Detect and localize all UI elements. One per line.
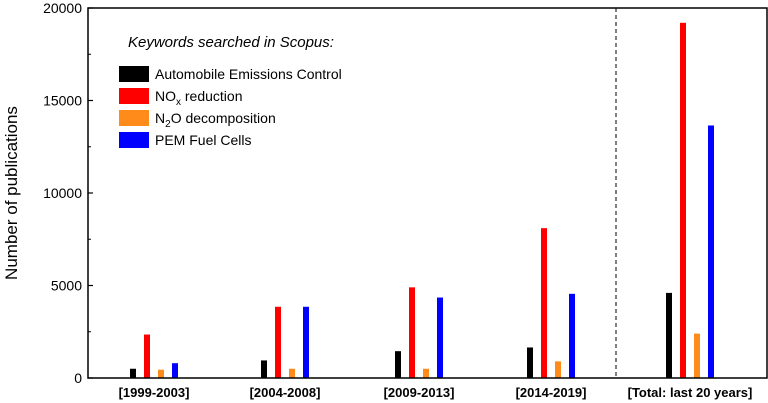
y-tick-label: 0 xyxy=(74,370,82,386)
bar xyxy=(437,297,443,378)
legend-swatch xyxy=(119,132,149,148)
x-tick-label: [Total: last 20 years] xyxy=(628,385,753,400)
bar xyxy=(666,292,672,378)
bar xyxy=(708,125,714,378)
y-axis-title: Number of publications xyxy=(2,106,21,280)
legend: Keywords searched in Scopus: Automobile E… xyxy=(119,34,342,148)
legend-swatch xyxy=(119,110,149,126)
legend-swatch xyxy=(119,66,149,82)
bars-group xyxy=(130,22,714,379)
y-tick-label: 15000 xyxy=(43,93,82,109)
bar xyxy=(172,363,178,378)
y-tick-label: 20000 xyxy=(43,0,82,16)
bar xyxy=(303,306,309,378)
legend-label: N2O decomposition xyxy=(155,110,276,130)
x-tick-label: [2004-2008] xyxy=(250,385,321,400)
y-tick-label: 5000 xyxy=(51,278,82,294)
y-tick-label: 10000 xyxy=(43,185,82,201)
legend-title: Keywords searched in Scopus: xyxy=(128,34,334,51)
legend-label: Automobile Emissions Control xyxy=(155,66,342,82)
bar xyxy=(275,306,281,378)
bar xyxy=(130,368,136,378)
x-tick-label: [2014-2019] xyxy=(516,385,587,400)
x-tick-label: [2009-2013] xyxy=(384,385,455,400)
legend-swatch xyxy=(119,88,149,104)
bar xyxy=(395,351,401,378)
bar xyxy=(527,347,533,378)
x-tick-label: [1999-2003] xyxy=(119,385,190,400)
bar xyxy=(423,368,429,378)
plot-frame xyxy=(87,7,768,379)
legend-label: NOx reduction xyxy=(155,88,242,108)
bar xyxy=(569,293,575,378)
bar xyxy=(409,287,415,378)
bar xyxy=(289,368,295,378)
bar xyxy=(144,334,150,378)
bar xyxy=(541,228,547,378)
legend-label: PEM Fuel Cells xyxy=(155,132,251,148)
bar xyxy=(680,22,686,379)
bar xyxy=(555,361,561,378)
bar xyxy=(694,333,700,378)
bar xyxy=(158,369,164,378)
bar xyxy=(261,360,267,378)
